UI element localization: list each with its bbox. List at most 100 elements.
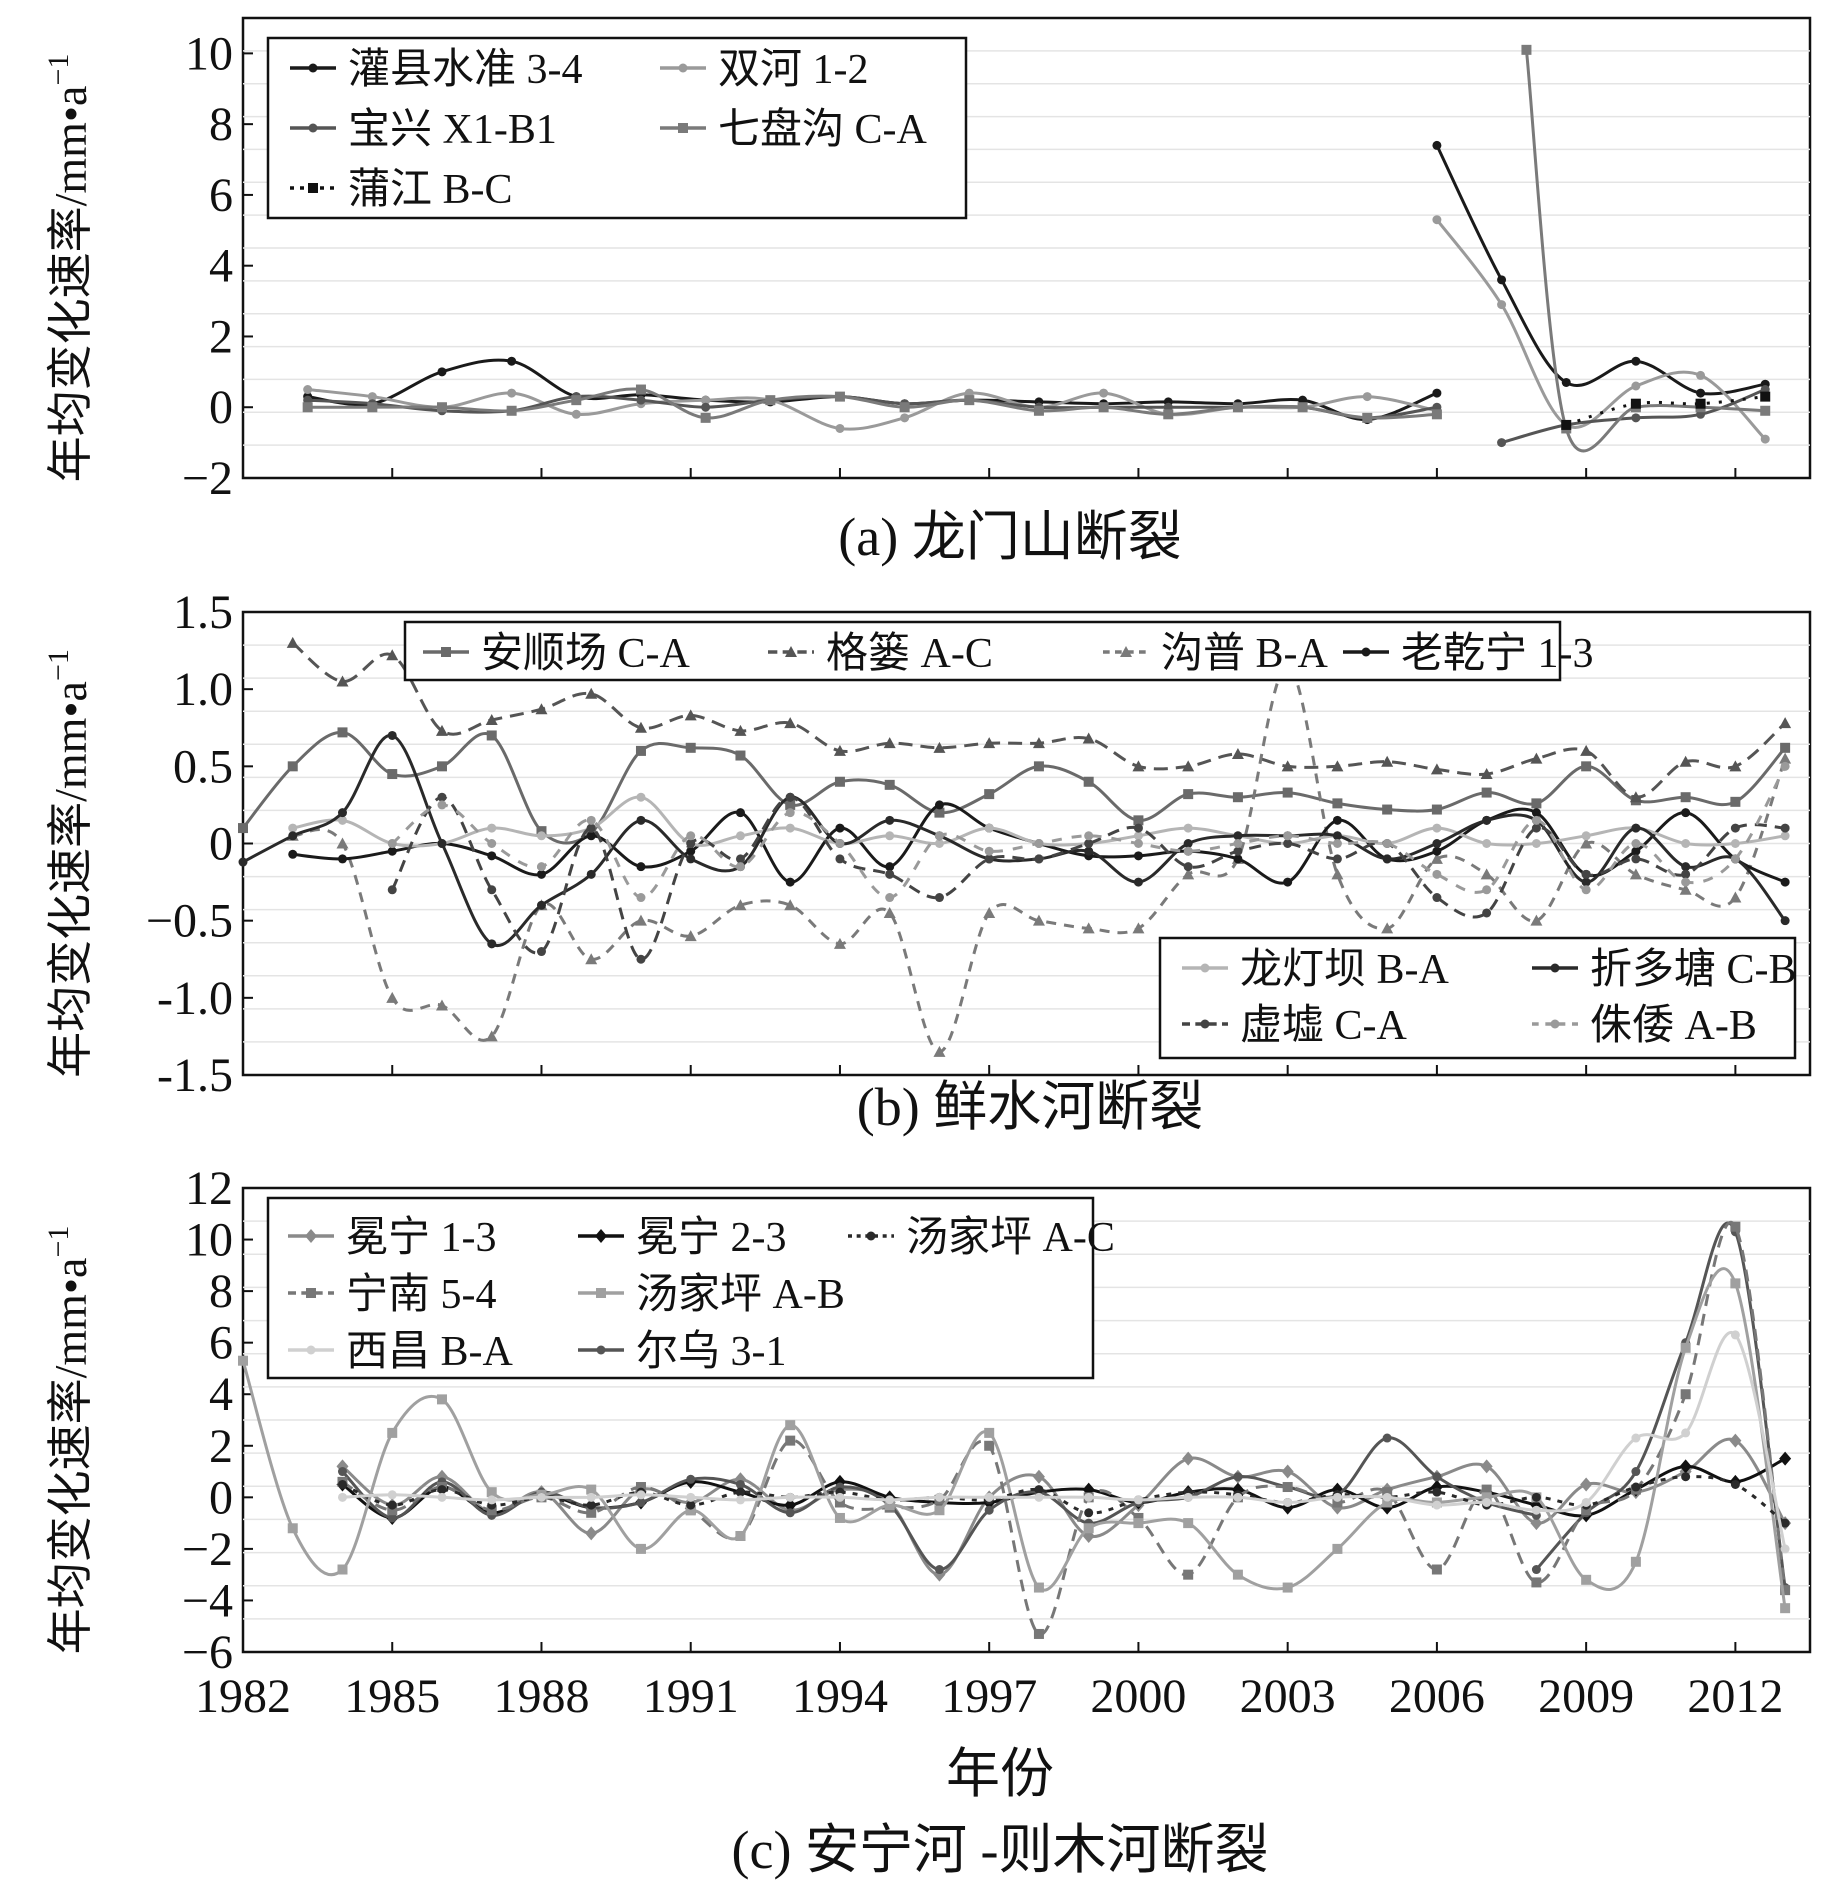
data-point (1679, 755, 1692, 767)
data-point (785, 823, 795, 833)
data-point (1630, 1556, 1641, 1567)
legend-swatch-marker (308, 123, 318, 133)
data-point (1183, 1492, 1193, 1502)
data-point (636, 815, 646, 825)
data-point (1382, 1433, 1392, 1443)
data-point (1183, 846, 1193, 856)
data-point (1431, 1564, 1442, 1575)
data-point (1182, 760, 1195, 772)
data-point (1581, 831, 1591, 841)
data-point (934, 1505, 945, 1516)
legend-0: 冕宁 1-3 宁南 5-4 西昌 B-A 冕宁 2-3 汤家坪 A-B 尔乌 3-1 汤家坪… (266, 1196, 1115, 1380)
data-point (1481, 787, 1492, 798)
data-point (1581, 761, 1592, 772)
data-point (1581, 1505, 1592, 1516)
data-point (367, 402, 378, 413)
data-point (1631, 1433, 1641, 1443)
data-point (1133, 1495, 1143, 1505)
data-point (1780, 1603, 1791, 1614)
data-point (1497, 438, 1507, 448)
data-point (765, 395, 776, 406)
data-point (1681, 1472, 1691, 1482)
data-point (1381, 755, 1394, 767)
data-point (1730, 1330, 1740, 1340)
data-point (1432, 140, 1442, 150)
legend-swatch-marker (1361, 647, 1371, 657)
data-point (535, 703, 548, 715)
data-point (1382, 804, 1393, 815)
data-point (1431, 409, 1442, 420)
data-point (487, 851, 497, 861)
data-point (934, 839, 944, 848)
legend-swatch-marker (1550, 963, 1560, 973)
data-point (834, 1512, 845, 1523)
data-point (571, 395, 582, 406)
data-point (686, 1474, 696, 1484)
data-point (436, 402, 447, 413)
data-point (1681, 869, 1691, 879)
data-point (386, 991, 399, 1003)
data-point (1530, 1516, 1543, 1531)
data-point (238, 823, 248, 834)
y-tick-label: −2 (182, 1523, 233, 1576)
legend-swatch-marker (1200, 1019, 1210, 1029)
data-point (1283, 1497, 1293, 1507)
x-tick-label: 2012 (1687, 1670, 1783, 1723)
data-point (585, 953, 598, 965)
data-point (785, 1435, 796, 1446)
series-line (307, 387, 1437, 420)
y-axis-label-sup: −1 (42, 1226, 75, 1258)
data-point (984, 1427, 995, 1438)
data-point (387, 1490, 397, 1500)
legend-swatch-marker (596, 1288, 606, 1298)
data-point (435, 999, 448, 1011)
data-point (337, 1564, 348, 1575)
data-point (1482, 885, 1492, 895)
data-point (885, 815, 895, 825)
data-point (1098, 402, 1109, 413)
x-tick-label: 1982 (195, 1670, 291, 1723)
data-point (1082, 922, 1095, 934)
legend-label: 汤家坪 A-C (906, 1214, 1115, 1261)
x-tick-label: 2006 (1389, 1670, 1485, 1723)
legend-swatch-marker (441, 647, 451, 657)
data-point (1183, 823, 1193, 833)
data-point (1629, 868, 1642, 880)
data-point (1082, 732, 1095, 744)
data-point (571, 409, 581, 419)
data-point (336, 837, 349, 849)
data-point (486, 1505, 497, 1516)
data-point (1133, 839, 1143, 848)
data-point (1381, 922, 1394, 934)
data-point (1679, 883, 1692, 895)
data-point (1084, 831, 1094, 841)
legend-box (266, 1196, 1095, 1380)
data-point (1780, 1518, 1790, 1528)
data-point (833, 937, 846, 949)
data-point (1382, 839, 1392, 848)
data-point (1581, 885, 1591, 895)
data-point (1332, 798, 1343, 809)
data-point (586, 831, 596, 841)
y-tick-label: 2 (209, 1420, 233, 1473)
y-tick-label: 12 (185, 1162, 233, 1215)
y-tick-label: 1.0 (173, 663, 233, 716)
data-point (1679, 1459, 1692, 1474)
legend-swatch-marker (308, 183, 318, 193)
data-point (785, 1508, 795, 1518)
data-point (1182, 868, 1195, 880)
data-point (1282, 1482, 1293, 1493)
legend-swatch-marker (678, 63, 688, 73)
data-point (1780, 1544, 1790, 1554)
data-point (1332, 1543, 1343, 1554)
data-point (1133, 823, 1143, 833)
data-point (1133, 877, 1143, 887)
data-point (1482, 815, 1492, 825)
data-point (834, 1497, 845, 1508)
data-point (934, 1565, 944, 1575)
data-point (701, 402, 711, 412)
legend-0: 安顺场 C-A 格篓 A-C 沟普 B-A 老乾宁 1-3 (403, 620, 1594, 682)
series-3 (302, 44, 1771, 453)
data-point (684, 930, 697, 942)
data-point (885, 869, 895, 879)
